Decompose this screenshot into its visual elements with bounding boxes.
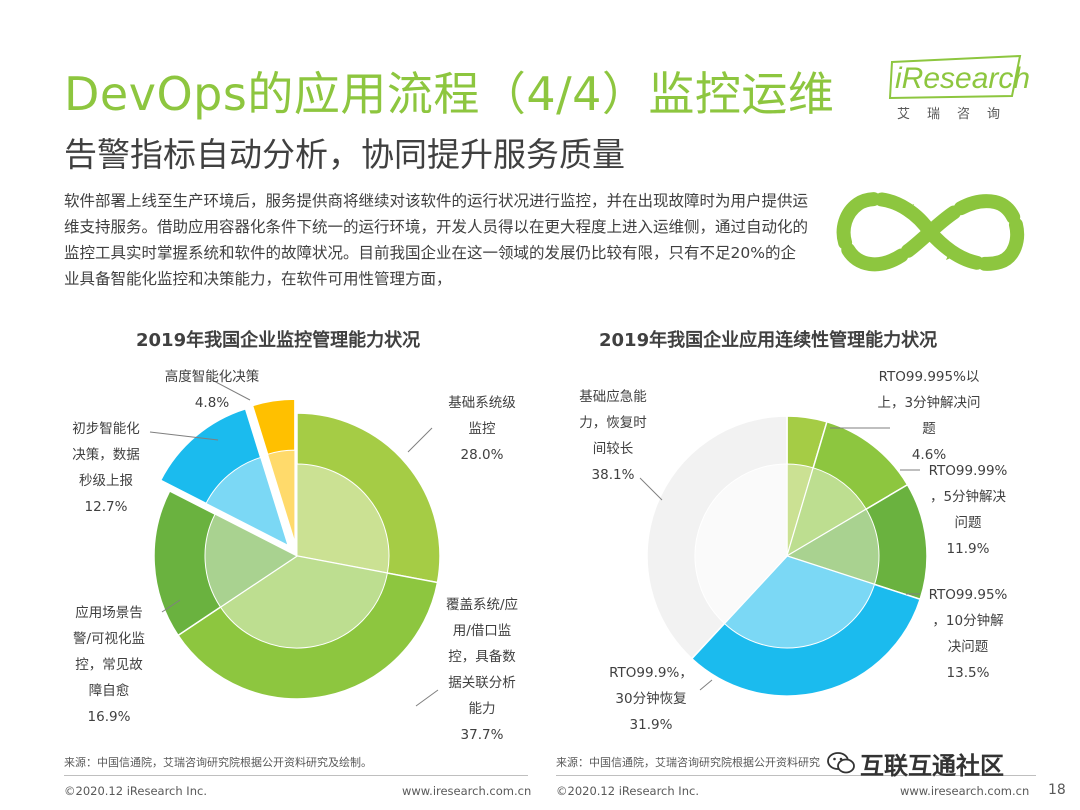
right-slice-label-line: 间较长 [592, 441, 634, 457]
pie1-slice-4-inner [694, 463, 788, 625]
right-slice-label-line: 力，恢复时 [579, 415, 647, 431]
left-slice-value-1: 37.7% [460, 727, 504, 743]
left-slice-label-line: 高度智能化决策 [164, 369, 260, 385]
left-slice-label-4: 高度智能化决策 4.8% [150, 364, 274, 416]
left-slice-label-line: 障自愈 [88, 683, 130, 699]
source-note-right: 来源：中国信通院，艾瑞咨询研究院根据公开资料研究 [556, 756, 820, 769]
right-slice-label-0: RTO99.995%以 上，3分钟解决问题 4.6% [870, 364, 988, 468]
right-slice-value-0: 4.6% [911, 447, 947, 463]
right-slice-label-3: RTO99.9%， 30分钟恢复 31.9% [596, 660, 706, 738]
devops-loop-icon [836, 192, 1025, 272]
copyright-left: ©2020.12 iResearch Inc. [64, 784, 207, 798]
leader-line-1 [415, 689, 439, 707]
right-slice-label-line: ，10分钟解 [932, 613, 1004, 629]
left-slice-value-4: 4.8% [194, 395, 230, 411]
right-slice-label-line: ，5分钟解决 [929, 489, 1007, 505]
pie0-slice-0-inner [296, 463, 390, 574]
left-slice-label-line: 据关联分析 [448, 675, 516, 691]
right-slice-label-line: 基础应急能 [579, 389, 647, 405]
left-slice-label-line: 用/借口监 [452, 623, 512, 639]
left-slice-label-2: 应用场景告警/可视化监 控，常见故障自愈 16.9% [64, 600, 154, 730]
left-slice-value-2: 16.9% [87, 709, 131, 725]
right-slice-label-2: RTO99.95% ，10分钟解 决问题 13.5% [920, 582, 1016, 686]
pie0-slice-4-inner [266, 449, 296, 543]
right-slice-label-line: 决问题 [947, 639, 989, 655]
pie-chart-right [646, 415, 928, 697]
right-slice-label-line: 上，3分钟解决问 [877, 395, 981, 411]
left-slice-label-line: 警/可视化监 [72, 631, 146, 647]
left-slice-label-line: 控，具备数 [448, 649, 516, 665]
left-slice-label-line: 初步智能化 [72, 421, 140, 437]
right-slice-label-line: RTO99.9%， [609, 665, 693, 681]
page-title: DevOps的应用流程（4/4）监控运维 [64, 67, 835, 121]
leader-line-2 [161, 599, 181, 613]
watermark: 互联互通社区 [860, 752, 1004, 780]
url-left: www.iresearch.com.cn [402, 784, 532, 798]
page-subtitle: 告警指标自动分析，协同提升服务质量 [64, 135, 625, 174]
right-slice-value-1: 11.9% [946, 541, 990, 557]
url-right: www.iresearch.com.cn [900, 784, 1030, 798]
source-note-left: 来源：中国信通院，艾瑞咨询研究院根据公开资料研究及绘制。 [64, 756, 372, 769]
logo-chinese: 艾瑞咨询 [897, 107, 1018, 122]
right-slice-label-line: RTO99.95% [928, 587, 1008, 603]
pie1-slice-3-inner [723, 555, 876, 649]
left-slice-value-0: 28.0% [460, 447, 504, 463]
right-slice-value-2: 13.5% [946, 665, 990, 681]
pie1-slice-2-inner [785, 508, 880, 586]
right-slice-value-3: 31.9% [629, 717, 673, 733]
left-slice-label-line: 应用场景告 [75, 605, 143, 621]
left-slice-value-3: 12.7% [84, 499, 128, 515]
leader-line-0 [407, 427, 433, 453]
intro-paragraph: 软件部署上线至生产环境后，服务提供商将继续对该软件的运行状况进行监控，并在出现故… [64, 192, 809, 288]
right-slice-label-1: RTO99.99% ，5分钟解决 问题 11.9% [920, 458, 1016, 562]
left-slice-label-line: 覆盖系统/应 [445, 597, 519, 613]
pie0-slice-1-inner [219, 555, 388, 649]
left-slice-label-line: 决策，数据 [72, 447, 140, 463]
right-slice-label-line: 题 [922, 421, 936, 437]
leader-line-9 [639, 477, 663, 501]
footer-divider-right [556, 775, 1036, 776]
right-slice-label-line: RTO99.995%以 [878, 369, 980, 385]
leader-line-3 [149, 431, 219, 441]
chart-title-right: 2019年我国企业应用连续性管理能力状况 [599, 330, 938, 351]
right-slice-label-line: RTO99.99% [928, 463, 1008, 479]
right-slice-label-line: 问题 [954, 515, 982, 531]
left-slice-label-line: 基础系统级 [448, 395, 516, 411]
left-slice-label-0: 基础系统级监控 28.0% [432, 390, 532, 468]
chart-title-left: 2019年我国企业监控管理能力状况 [136, 330, 421, 351]
leader-line-4 [211, 379, 251, 401]
right-slice-label-4: 基础应急能力，恢复时间较长 38.1% [566, 384, 660, 488]
right-slice-label-line: 30分钟恢复 [615, 691, 687, 707]
left-slice-label-line: 控，常见故 [75, 657, 143, 673]
pie-chart-left [153, 398, 441, 700]
leader-lines [149, 379, 920, 707]
right-slice-value-4: 38.1% [591, 467, 635, 483]
left-slice-label-line: 能力 [468, 701, 496, 717]
page-number: 18 [1048, 782, 1066, 798]
leader-line-8 [699, 679, 713, 691]
copyright-right: ©2020.12 iResearch Inc. [556, 784, 699, 798]
left-slice-label-line: 监控 [468, 421, 496, 437]
pie0-slice-3-inner [205, 456, 289, 547]
pie1-slice-1-inner [786, 467, 867, 558]
left-slice-label-3: 初步智能化决策，数据秒级上报 12.7% [58, 416, 154, 520]
left-slice-label-line: 秒级上报 [79, 473, 133, 489]
pie0-slice-2-inner [204, 513, 298, 608]
logo-wordmark: iResearch [895, 62, 1031, 95]
left-slice-label-1: 覆盖系统/应 用/借口监控，具备数据关联分析能力 37.7% [432, 592, 532, 748]
footer-divider-left [64, 775, 528, 776]
logo-swoosh-icon [888, 54, 1022, 100]
wechat-icon [827, 752, 855, 774]
